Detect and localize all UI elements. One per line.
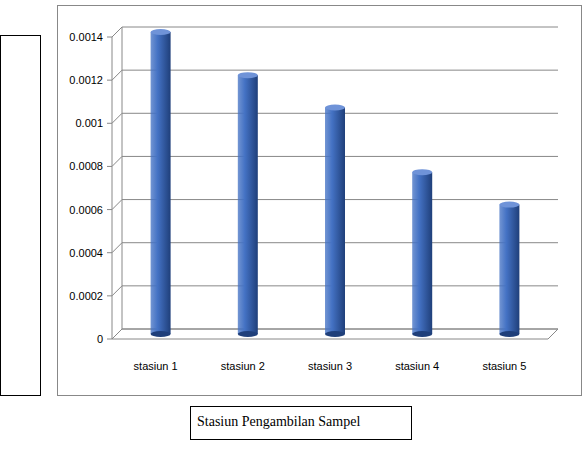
grid-line [112,27,558,37]
y-axis-label-box [1,36,41,396]
x-tick-label: stasiun 3 [308,360,352,372]
grid-line [112,70,558,80]
bar-cap [412,169,432,175]
y-tick [107,252,112,253]
chart: 0 0.0002 0.0004 0.0006 0.0008 0.001 0.0012 0.00… [0,0,588,400]
x-tick-label: stasiun 5 [482,360,526,372]
x-axis-label: Stasiun Pengambilan Sampel [190,406,412,440]
y-tick-label: 0.001 [75,117,103,129]
back-axis [122,27,123,329]
x-tick-label: stasiun 4 [395,360,439,372]
y-tick [107,166,112,167]
x-tick-label: stasiun 1 [134,360,178,372]
chart-frame [58,6,582,396]
bar [325,108,345,335]
y-tick-label: 0.0012 [69,74,103,86]
y-tick-label: 0.0004 [69,247,103,259]
y-tick [107,37,112,38]
bars [151,29,520,337]
y-tick-label: 0.0002 [69,290,103,302]
y-axis-line [112,37,113,339]
bar-cap [238,72,258,78]
y-tick [107,339,112,340]
bar-cap [325,105,345,111]
y-tick-label: 0.0006 [69,204,103,216]
y-tick-label: 0.0014 [69,31,103,43]
bar-base [325,331,345,337]
y-tick-label: 0 [97,333,103,345]
y-tick [107,209,112,210]
bar-base [499,331,519,337]
y-tick [107,80,112,81]
bar [412,172,432,334]
y-tick [107,295,112,296]
bar-base [238,331,258,337]
bar-base [412,331,432,337]
y-tick-label: 0.0008 [69,160,103,172]
bar [151,32,171,334]
bar [238,75,258,334]
y-tick [107,123,112,124]
bar [499,205,519,334]
bar-base [151,331,171,337]
bar-cap [499,202,519,208]
bar-cap [151,29,171,35]
x-tick-label: stasiun 2 [221,360,265,372]
